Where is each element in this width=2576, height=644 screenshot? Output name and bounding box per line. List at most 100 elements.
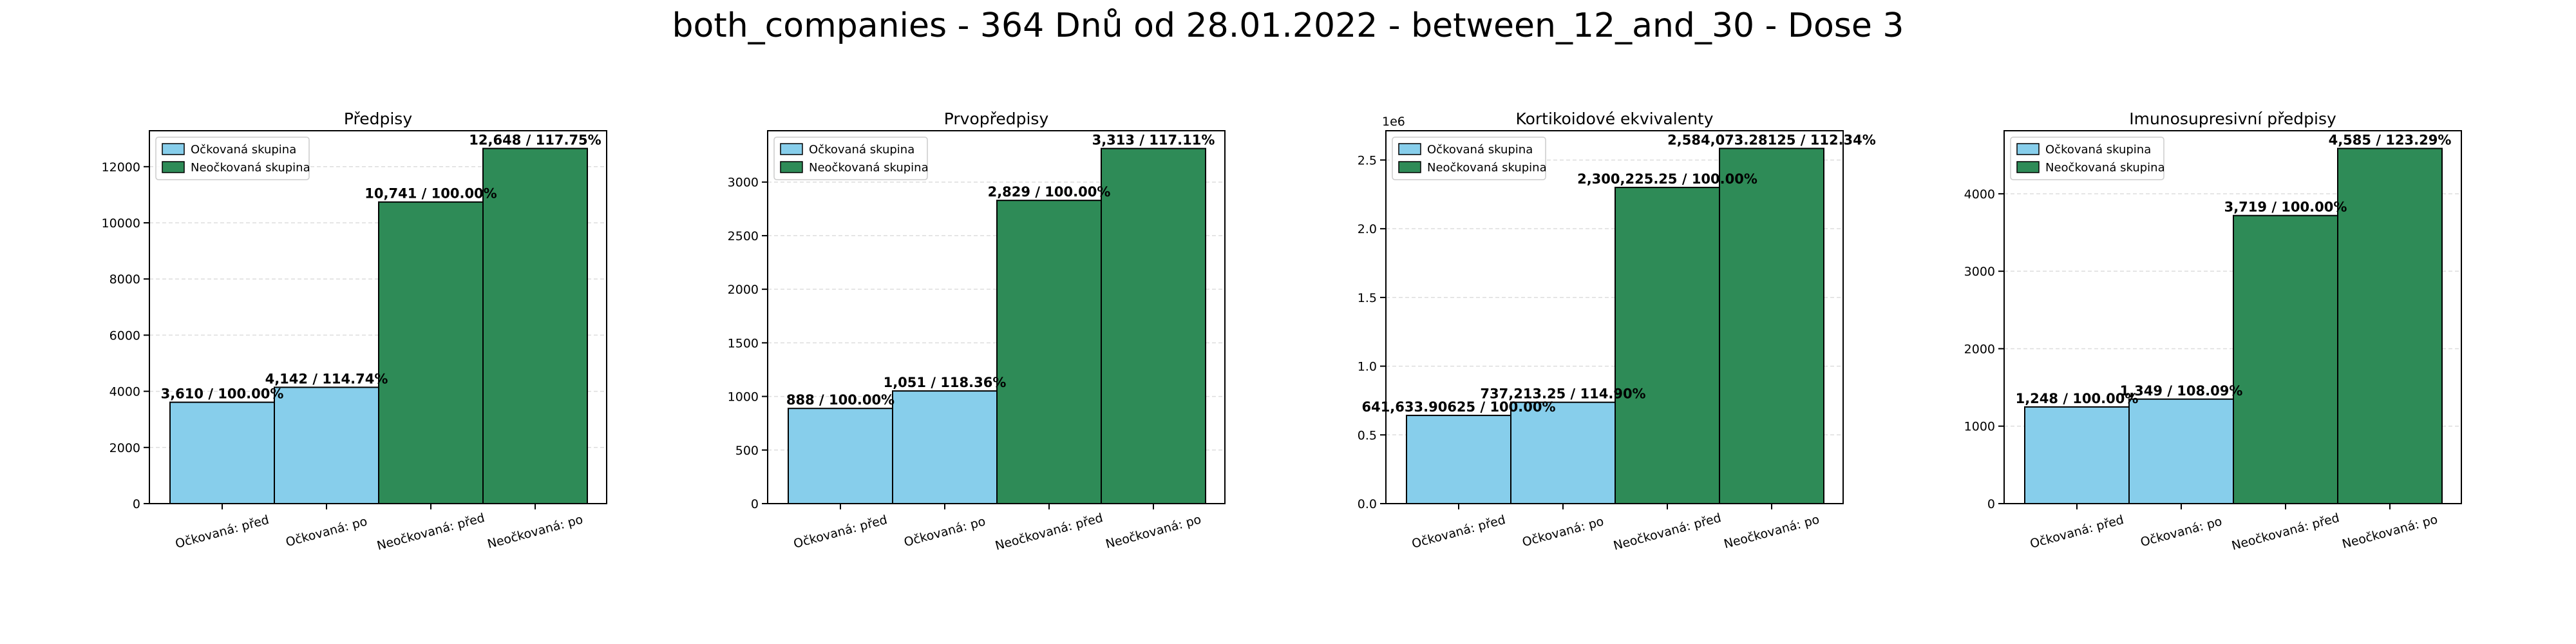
axes-frame	[767, 130, 1226, 504]
subplot-2: 888 / 100.00% 1,051 / 118.36% 2,829 / 100.…	[728, 109, 1226, 553]
y-tick-label: 0	[751, 497, 759, 511]
data-label: 3,610 / 100.00%	[161, 386, 284, 402]
data-label: 2,584,073.28125 / 112.34%	[1667, 133, 1876, 148]
legend: Očkovaná skupina Neočkovaná skupina	[773, 137, 929, 180]
legend-swatch	[162, 161, 185, 173]
data-label: 1,349 / 108.09%	[2120, 383, 2243, 399]
legend-label: Neočkovaná skupina	[1427, 161, 1547, 175]
data-label: 1,051 / 118.36%	[884, 375, 1007, 390]
y-tick-label: 1.0	[1358, 360, 1377, 374]
x-tick-label: Neočkovaná: před	[2230, 511, 2341, 553]
data-label: 12,648 / 117.75%	[469, 133, 601, 148]
legend-box	[773, 137, 928, 180]
axes-frame	[149, 130, 607, 504]
bar	[1101, 147, 1206, 505]
data-label: 2,829 / 100.00%	[988, 184, 1111, 200]
data-label: 888 / 100.00%	[786, 392, 895, 408]
bar	[788, 408, 893, 504]
x-tick-label: Neočkovaná: po	[1722, 513, 1821, 552]
bar	[169, 401, 275, 505]
x-tick-label: Očkovaná: před	[1410, 513, 1507, 551]
legend-swatch	[780, 143, 803, 155]
data-label: 3,719 / 100.00%	[2224, 200, 2347, 215]
x-tick-label: Očkovaná: před	[174, 513, 270, 551]
x-tick-label: Očkovaná: po	[284, 515, 368, 550]
x-tick-label: Očkovaná: před	[792, 513, 889, 551]
legend-swatch	[1398, 143, 1421, 155]
y-tick-label: 0	[133, 497, 140, 511]
y-tick-label: 3000	[1964, 265, 1995, 279]
y-tick-label: 2000	[728, 283, 759, 297]
y-tick-label: 1.5	[1358, 291, 1377, 305]
x-tick-label: Očkovaná: po	[2139, 515, 2223, 550]
bar	[1406, 415, 1511, 505]
legend-label: Neočkovaná skupina	[2045, 161, 2165, 175]
subplot-title: Imunosupresivní předpisy	[2129, 109, 2336, 128]
bar	[892, 390, 998, 504]
subplot-title: Prvopředpisy	[944, 109, 1049, 128]
bar	[482, 147, 588, 505]
x-tick-label: Neočkovaná: po	[486, 513, 584, 552]
y-tick-label: 6000	[109, 328, 140, 343]
data-label: 10,741 / 100.00%	[365, 186, 497, 202]
subplot-title: Předpisy	[344, 109, 412, 128]
data-label: 737,213.25 / 114.90%	[1480, 386, 1645, 402]
legend-label: Neočkovaná skupina	[191, 161, 310, 175]
data-label: 4,585 / 123.29%	[2329, 133, 2452, 148]
y-tick-label: 500	[735, 444, 759, 458]
y-tick-label: 2000	[109, 441, 140, 455]
legend: Očkovaná skupina Neočkovaná skupina	[2010, 137, 2165, 180]
y-tick-label: 1000	[728, 390, 759, 404]
y-tick-label: 0.5	[1358, 428, 1377, 442]
legend-label: Očkovaná skupina	[1427, 143, 1533, 156]
legend-box	[2010, 137, 2164, 180]
data-label: 2,300,225.25 / 100.00%	[1577, 171, 1757, 187]
bar	[996, 200, 1102, 504]
legend-swatch	[780, 161, 803, 173]
legend-label: Očkovaná skupina	[191, 143, 296, 156]
bar	[1615, 187, 1720, 504]
y-tick-label: 12000	[102, 160, 140, 175]
legend-swatch	[2016, 161, 2040, 173]
legend-swatch	[162, 143, 185, 155]
subplot-4: 1,248 / 100.00%1,349 / 108.09% 3,719 / 10…	[1964, 109, 2462, 553]
x-tick-label: Očkovaná: po	[902, 515, 987, 550]
legend: Očkovaná skupina Neočkovaná skupina	[155, 137, 310, 180]
subplot-title: Kortikoidové ekvivalenty	[1515, 109, 1713, 128]
legend-box	[1392, 137, 1546, 180]
legend-label: Očkovaná skupina	[2045, 143, 2151, 156]
y-tick-label: 10000	[102, 216, 140, 231]
y-tick-label: 3000	[728, 176, 759, 190]
bar	[1719, 147, 1824, 504]
y-tick-label: 1000	[1964, 420, 1995, 434]
x-tick-label: Očkovaná: po	[1520, 515, 1605, 550]
bar	[2233, 214, 2338, 504]
figure-title: both_companies - 364 Dnů od 28.01.2022 -…	[672, 6, 1904, 45]
legend: Očkovaná skupina Neočkovaná skupina	[1392, 137, 1547, 180]
y-tick-label: 1500	[728, 336, 759, 350]
y-tick-label: 2.5	[1358, 153, 1377, 167]
y-tick-label: 2.0	[1358, 222, 1377, 236]
bar	[1510, 401, 1616, 505]
y-tick-label: 2500	[728, 229, 759, 243]
y-tick-label: 4000	[1964, 187, 1995, 202]
data-label: 1,248 / 100.00%	[2016, 391, 2139, 406]
legend-box	[155, 137, 310, 180]
x-tick-label: Neočkovaná: před	[1612, 511, 1723, 553]
bar	[274, 386, 379, 505]
y-tick-label: 8000	[109, 272, 140, 287]
bar	[2024, 406, 2130, 505]
data-label: 641,633.90625 / 100.00%	[1361, 399, 1555, 415]
bar	[2337, 147, 2443, 504]
y-tick-label: 0.0	[1358, 497, 1377, 511]
y-tick-label: 2000	[1964, 342, 1995, 356]
subplot-3: 641,633.90625 / 100.00%737,213.25 / 114.…	[1358, 109, 1876, 553]
data-label: 3,313 / 117.11%	[1092, 133, 1215, 148]
legend-label: Neočkovaná skupina	[809, 161, 929, 175]
x-tick-label: Neočkovaná: před	[375, 511, 486, 553]
x-tick-label: Neočkovaná: po	[2340, 513, 2439, 552]
axes-frame	[1385, 130, 1844, 504]
y-offset-label: 1e6	[1382, 115, 1405, 129]
x-tick-label: Neočkovaná: po	[1104, 513, 1202, 552]
